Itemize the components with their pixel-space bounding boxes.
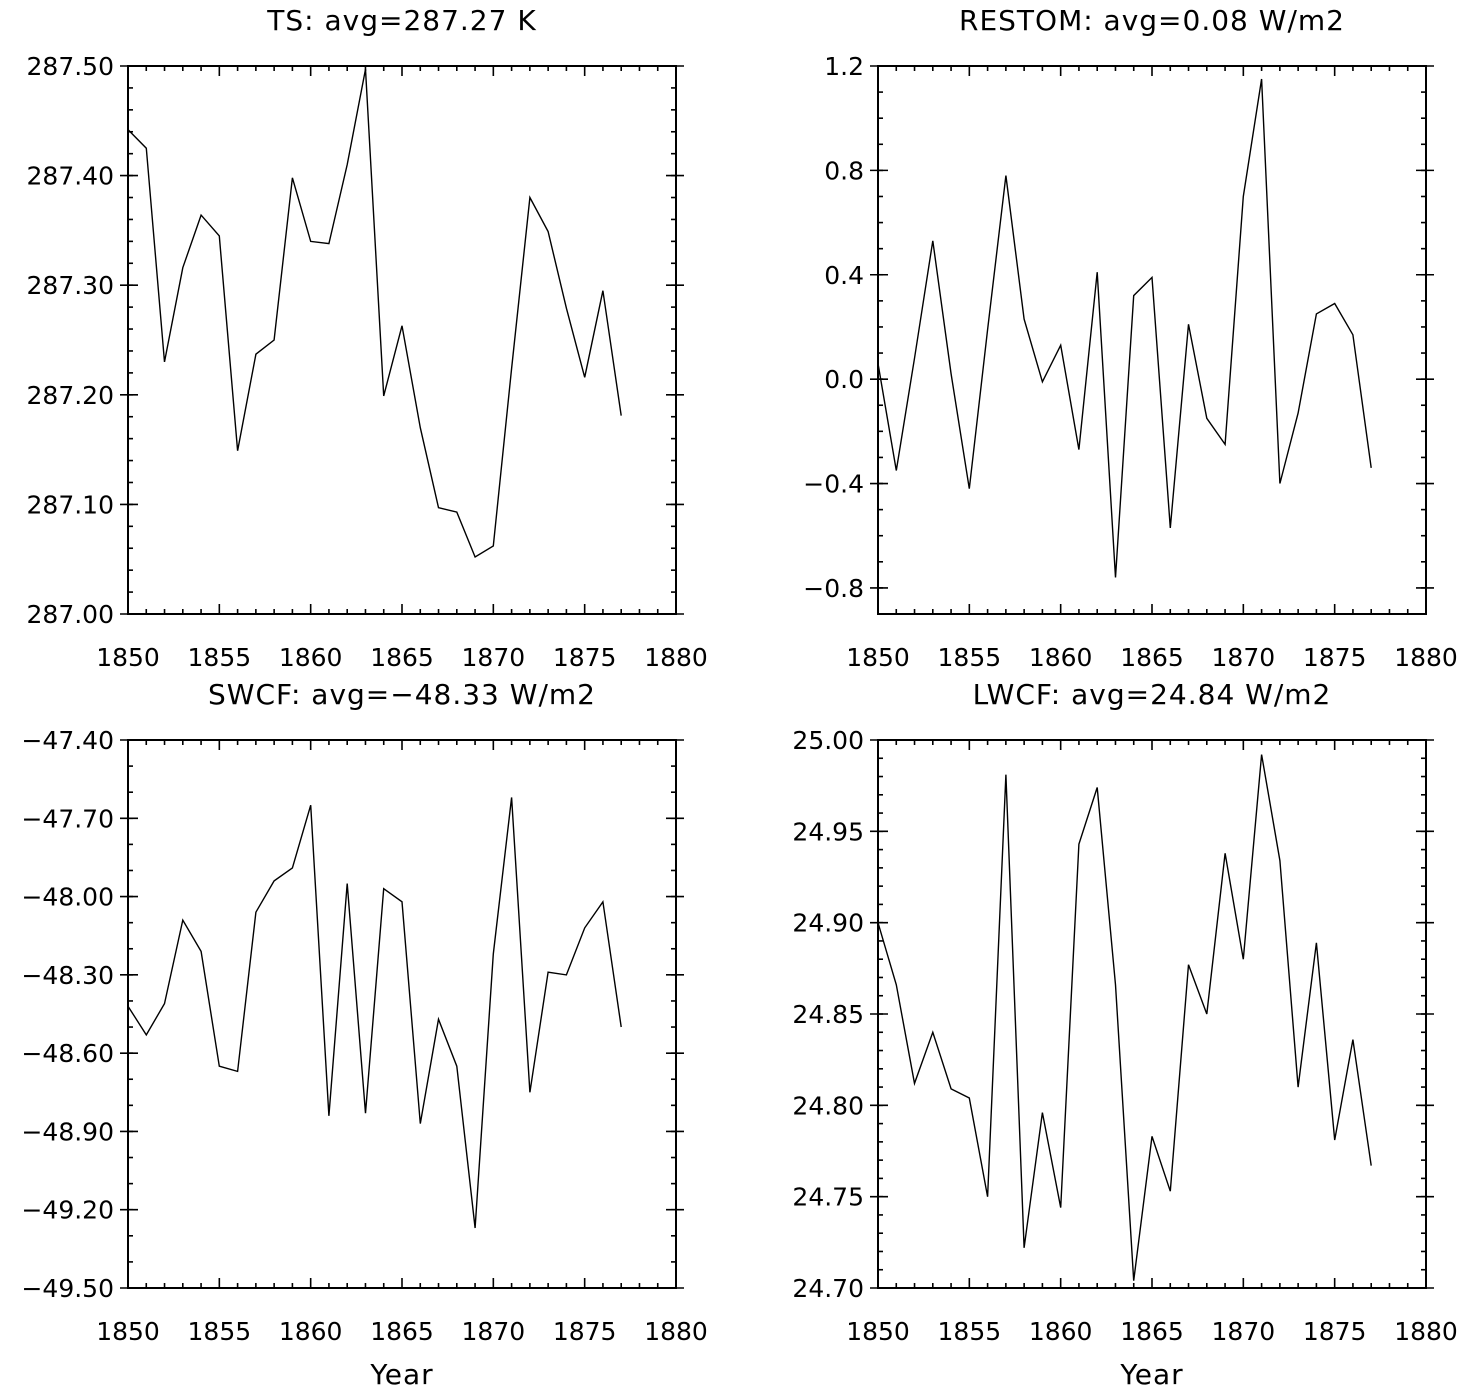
swcf-y-tick-label: −48.60	[21, 1039, 114, 1068]
swcf-y-tick-label: −47.70	[21, 804, 114, 833]
lwcf-y-tick-label: 24.95	[792, 817, 864, 846]
ts-series-line	[127, 69, 622, 559]
swcf-x-axis-label: Year	[369, 1358, 433, 1386]
lwcf-x-tick-label: 1870	[1212, 1317, 1276, 1346]
swcf-x-tick-label: 1860	[279, 1317, 343, 1346]
restom-series-line	[877, 78, 1372, 578]
lwcf-y-tick-label: 24.85	[792, 1000, 864, 1029]
restom-y-tick-label: −0.8	[803, 574, 864, 603]
swcf-series-line	[127, 797, 622, 1229]
swcf-title: SWCF: avg=−48.33 W/m2	[208, 678, 596, 711]
restom-x-tick-label: 1875	[1303, 643, 1367, 672]
lwcf-x-tick-label: 1865	[1120, 1317, 1184, 1346]
swcf-y-tick-label: −47.40	[21, 726, 114, 755]
ts-x-tick-label: 1875	[553, 643, 617, 672]
restom-x-tick-label: 1860	[1029, 643, 1093, 672]
ts-x-tick-label: 1860	[279, 643, 343, 672]
lwcf-x-tick-label: 1850	[846, 1317, 910, 1346]
restom-y-tick-label: −0.4	[803, 470, 864, 499]
ts-y-tick-label: 287.00	[27, 600, 114, 629]
restom-x-tick-label: 1850	[846, 643, 910, 672]
lwcf-plot-frame	[877, 739, 1427, 1289]
restom-y-tick-label: 1.2	[824, 52, 864, 81]
lwcf-x-tick-label: 1860	[1029, 1317, 1093, 1346]
ts-x-tick-label: 1865	[370, 643, 434, 672]
ts-x-tick-label: 1870	[462, 643, 526, 672]
lwcf-x-axis-label: Year	[1119, 1358, 1183, 1386]
ts-x-tick-label: 1855	[188, 643, 252, 672]
ts-x-tick-label: 1850	[96, 643, 160, 672]
ts-y-tick-label: 287.40	[27, 162, 114, 191]
lwcf-y-tick-label: 25.00	[792, 726, 864, 755]
swcf-y-tick-label: −49.20	[21, 1196, 114, 1225]
swcf-x-tick-label: 1865	[370, 1317, 434, 1346]
swcf-x-tick-label: 1880	[644, 1317, 708, 1346]
restom-y-tick-label: 0.8	[824, 156, 864, 185]
ts-y-tick-label: 287.20	[27, 381, 114, 410]
restom-x-tick-label: 1855	[938, 643, 1002, 672]
lwcf-title: LWCF: avg=24.84 W/m2	[973, 678, 1332, 711]
swcf-x-tick-label: 1855	[188, 1317, 252, 1346]
swcf-x-tick-label: 1850	[96, 1317, 160, 1346]
swcf-y-tick-label: −48.90	[21, 1117, 114, 1146]
ts-y-tick-label: 287.50	[27, 52, 114, 81]
swcf-y-tick-label: −49.50	[21, 1274, 114, 1303]
lwcf-x-tick-label: 1855	[938, 1317, 1002, 1346]
panel-ts: TS: avg=287.27 K 1850 1855 1860 1865 1870 1875…	[27, 4, 708, 672]
panel-swcf: SWCF: avg=−48.33 W/m2 1850 1855 1860 1865 187…	[21, 678, 707, 1386]
restom-x-tick-label: 1865	[1120, 643, 1184, 672]
panel-restom: RESTOM: avg=0.08 W/m2 1850 1855 1860 1865 187…	[803, 4, 1458, 672]
swcf-x-tick-label: 1870	[462, 1317, 526, 1346]
lwcf-x-tick-label: 1875	[1303, 1317, 1367, 1346]
restom-plot-frame	[877, 65, 1427, 615]
lwcf-y-tick-label: 24.70	[792, 1274, 864, 1303]
lwcf-y-tick-label: 24.80	[792, 1091, 864, 1120]
swcf-x-tick-label: 1875	[553, 1317, 617, 1346]
ts-y-tick-label: 287.10	[27, 490, 114, 519]
swcf-y-tick-label: −48.00	[21, 883, 114, 912]
restom-x-tick-label: 1880	[1394, 643, 1458, 672]
swcf-y-tick-label: −48.30	[21, 961, 114, 990]
ts-x-tick-label: 1880	[644, 643, 708, 672]
ts-title: TS: avg=287.27 K	[266, 4, 536, 37]
lwcf-y-tick-label: 24.75	[792, 1183, 864, 1212]
ts-plot-frame	[127, 65, 677, 615]
restom-x-tick-label: 1870	[1212, 643, 1276, 672]
ts-y-tick-label: 287.30	[27, 271, 114, 300]
lwcf-x-tick-label: 1880	[1394, 1317, 1458, 1346]
lwcf-series-line	[877, 754, 1372, 1281]
panel-lwcf: LWCF: avg=24.84 W/m2 1850 1855 1860 1865 1870…	[792, 678, 1457, 1386]
lwcf-y-tick-label: 24.90	[792, 909, 864, 938]
restom-title: RESTOM: avg=0.08 W/m2	[959, 4, 1345, 37]
restom-y-tick-label: 0.0	[824, 365, 864, 394]
restom-y-tick-label: 0.4	[824, 261, 864, 290]
swcf-plot-frame	[127, 739, 677, 1289]
